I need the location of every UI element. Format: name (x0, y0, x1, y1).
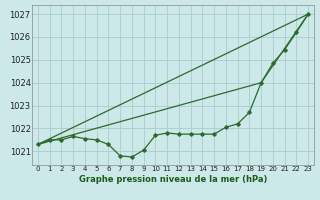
X-axis label: Graphe pression niveau de la mer (hPa): Graphe pression niveau de la mer (hPa) (79, 175, 267, 184)
